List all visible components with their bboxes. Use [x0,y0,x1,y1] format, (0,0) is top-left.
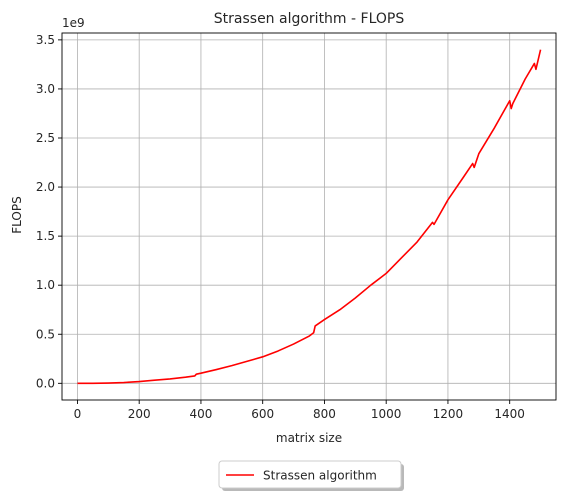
y-tick-label-7: 3.5 [36,33,55,47]
x-axis-label: matrix size [276,431,342,445]
y-tick-label-5: 2.5 [36,131,55,145]
x-tick-label-1: 200 [128,407,151,421]
x-tick-label-3: 600 [251,407,274,421]
x-tick-label-5: 1000 [371,407,402,421]
x-tick-label-0: 0 [74,407,82,421]
y-axis-offset-label: 1e9 [62,16,85,30]
axes-frame [61,32,557,401]
y-tick-label-1: 0.5 [36,327,55,341]
series-line-0 [77,49,542,385]
x-tick-label-7: 1400 [494,407,525,421]
y-tick-label-4: 2.0 [36,180,55,194]
x-tick-label-4: 800 [313,407,336,421]
y-tick-label-3: 1.5 [36,229,55,243]
y-tick-label-6: 3.0 [36,82,55,96]
chart-title: Strassen algorithm - FLOPS [214,11,405,27]
legend-label-strassen: Strassen algorithm [263,469,377,483]
x-tick-label-6: 1200 [433,407,464,421]
plot-area: 0 200 400 600 800 1000 1200 1400 0.0 0.5 1.0 1.5 2.0… [36,32,557,421]
y-tick-label-0: 0.0 [36,376,55,390]
legend-box [218,460,402,489]
y-axis-label: FLOPS [10,196,24,233]
y-tick-label-2: 1.0 [36,278,55,292]
x-tick-label-2: 400 [189,407,212,421]
legend: Strassen algorithm [218,460,404,491]
